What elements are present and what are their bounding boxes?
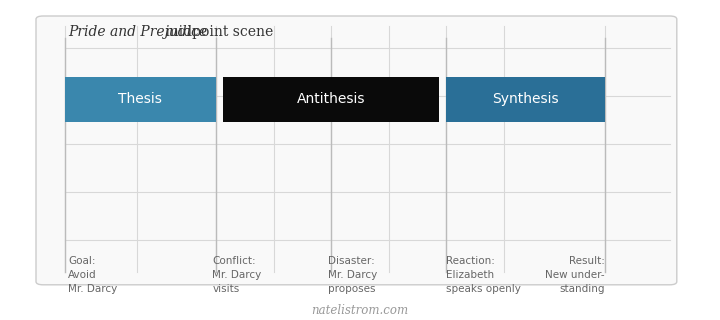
Text: Pride and Prejudice: Pride and Prejudice <box>68 25 207 39</box>
Text: Synthesis: Synthesis <box>492 92 559 106</box>
FancyBboxPatch shape <box>446 77 605 122</box>
Text: Result:
New under-
standing: Result: New under- standing <box>545 256 605 294</box>
Text: Reaction:
Elizabeth
speaks openly: Reaction: Elizabeth speaks openly <box>446 256 521 294</box>
Text: Antithesis: Antithesis <box>297 92 366 106</box>
Text: Goal:
Avoid
Mr. Darcy: Goal: Avoid Mr. Darcy <box>68 256 117 294</box>
FancyBboxPatch shape <box>65 77 216 122</box>
FancyBboxPatch shape <box>223 77 439 122</box>
Text: midpoint scene: midpoint scene <box>161 25 274 39</box>
Text: Conflict:
Mr. Darcy
visits: Conflict: Mr. Darcy visits <box>212 256 261 294</box>
Text: natelistrom.com: natelistrom.com <box>312 304 408 317</box>
Text: Thesis: Thesis <box>119 92 162 106</box>
Text: Disaster:
Mr. Darcy
proposes: Disaster: Mr. Darcy proposes <box>328 256 377 294</box>
